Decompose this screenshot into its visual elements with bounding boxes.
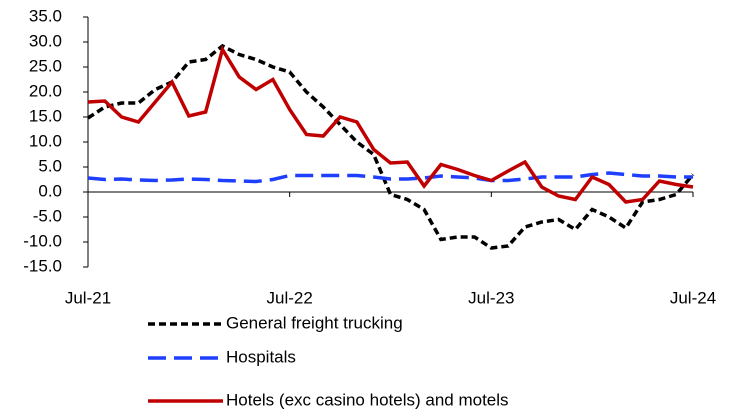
x-tick-label: Jul-21 bbox=[65, 288, 111, 307]
x-tick-label: Jul-22 bbox=[267, 288, 313, 307]
legend-label: Hospitals bbox=[226, 347, 296, 366]
x-tick-label: Jul-24 bbox=[670, 288, 716, 307]
series-line bbox=[87, 43, 695, 250]
y-tick-label: 15.0 bbox=[29, 106, 62, 125]
y-tick-label: -10.0 bbox=[23, 231, 62, 250]
series-line bbox=[87, 45, 694, 204]
y-tick-label: 10.0 bbox=[29, 131, 62, 150]
y-tick-label: 30.0 bbox=[29, 31, 62, 50]
y-tick-label: 35.0 bbox=[29, 6, 62, 25]
legend-label: General freight trucking bbox=[226, 313, 403, 332]
y-tick-label: -15.0 bbox=[23, 256, 62, 275]
x-tick-label: Jul-23 bbox=[468, 288, 514, 307]
y-tick-label: 5.0 bbox=[38, 156, 62, 175]
y-tick-label: -5.0 bbox=[33, 206, 62, 225]
y-tick-label: 20.0 bbox=[29, 81, 62, 100]
legend-label: Hotels (exc casino hotels) and motels bbox=[226, 390, 509, 409]
y-tick-label: 25.0 bbox=[29, 56, 62, 75]
y-tick-label: 0.0 bbox=[38, 181, 62, 200]
series-line bbox=[87, 171, 693, 184]
